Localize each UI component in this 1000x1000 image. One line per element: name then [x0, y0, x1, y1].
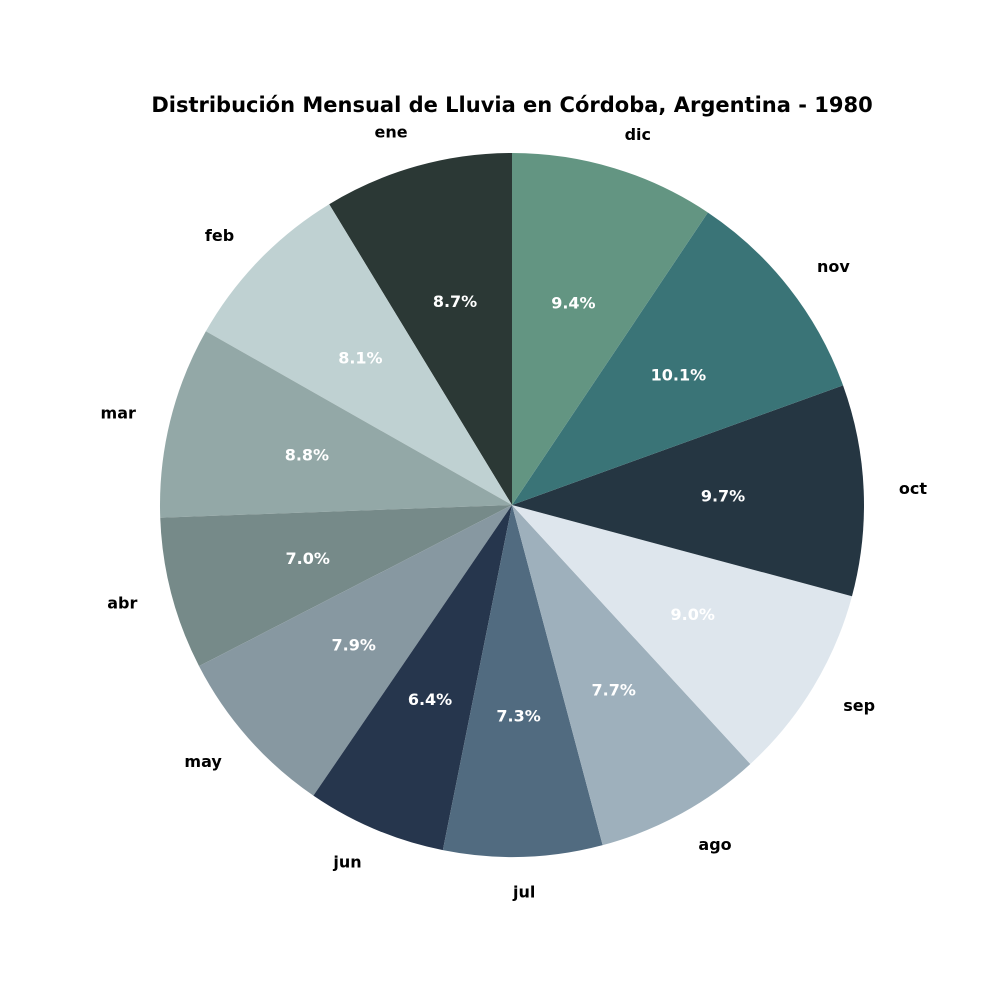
- slice-label-jul: jul: [512, 883, 535, 902]
- pct-label-jun: 6.4%: [408, 690, 452, 709]
- pct-label-ene: 8.7%: [433, 292, 477, 311]
- pie-slice-may: [199, 505, 513, 796]
- pct-label-sep: 9.0%: [671, 605, 715, 624]
- pie-slice-ago: [512, 505, 751, 846]
- pct-label-jul: 7.3%: [496, 707, 540, 726]
- pie-slices: [160, 153, 864, 857]
- slice-label-feb: feb: [205, 226, 234, 245]
- pct-label-may: 7.9%: [332, 635, 376, 654]
- slice-label-abr: abr: [107, 594, 137, 613]
- pie-slice-jul: [442, 505, 603, 857]
- pct-label-dic: 9.4%: [551, 293, 595, 312]
- slice-label-jun: jun: [332, 852, 361, 871]
- chart-title: Distribución Mensual de Lluvia en Córdob…: [151, 93, 872, 117]
- slice-label-mar: mar: [101, 403, 136, 422]
- pct-label-ago: 7.7%: [592, 681, 636, 700]
- pct-label-abr: 7.0%: [286, 549, 330, 568]
- pie-slice-sep: [512, 505, 852, 765]
- pct-label-nov: 10.1%: [651, 365, 707, 384]
- slice-label-dic: dic: [625, 125, 651, 144]
- slice-label-nov: nov: [817, 257, 850, 276]
- pct-label-feb: 8.1%: [338, 348, 382, 367]
- slice-label-sep: sep: [843, 696, 875, 715]
- pie-slice-dic: [512, 153, 708, 505]
- percentage-labels: 8.7% 8.1% 8.8% 7.0% 7.9% 6.4% 7.3% 7.7% 9.0% 9.7%…: [285, 292, 745, 725]
- pct-label-mar: 8.8%: [285, 445, 329, 464]
- pie-slice-oct: [512, 385, 864, 597]
- slice-label-ene: ene: [375, 123, 408, 142]
- slice-label-oct: oct: [899, 479, 927, 498]
- pie-slice-jun: [313, 505, 512, 851]
- pct-label-oct: 9.7%: [701, 487, 745, 506]
- pie-slice-nov: [512, 212, 844, 505]
- pie-slice-abr: [160, 505, 513, 667]
- pie-slice-feb: [205, 204, 512, 505]
- slice-label-may: may: [184, 752, 222, 771]
- slice-label-ago: ago: [698, 835, 731, 854]
- pie-slice-ene: [329, 153, 512, 505]
- slice-labels: ene feb mar abr may jun jul ago sep oct nov dic: [101, 123, 928, 902]
- pie-slice-mar: [160, 331, 512, 518]
